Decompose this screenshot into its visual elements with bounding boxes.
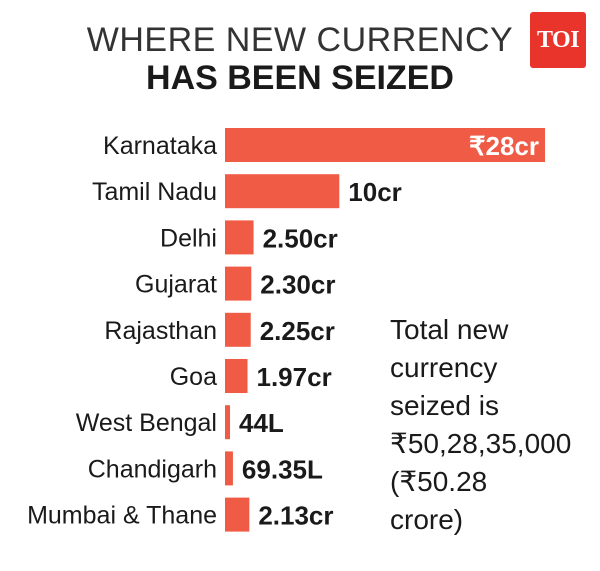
value-label-gujarat: 2.30cr xyxy=(260,270,335,300)
bar-west-bengal xyxy=(225,405,231,440)
category-label-delhi: Delhi xyxy=(160,224,217,252)
value-label-mumbai-thane: 2.13cr xyxy=(258,501,333,531)
value-label-delhi: 2.50cr xyxy=(263,223,338,253)
bar-delhi xyxy=(225,220,254,255)
bar-gujarat xyxy=(225,266,252,301)
value-label-tamil-nadu: 10cr xyxy=(348,177,402,207)
category-label-mumbai-thane: Mumbai & Thane xyxy=(27,502,217,530)
category-label-goa: Goa xyxy=(170,363,217,391)
bar-karnataka xyxy=(225,128,545,162)
toi-logo: TOI xyxy=(530,12,586,68)
annotation-line: Total new xyxy=(390,314,509,345)
value-label-west-bengal: 44L xyxy=(239,408,284,438)
bar-chandigarh xyxy=(225,451,233,486)
annotation-line: ₹50,28,35,000 xyxy=(390,428,572,459)
value-label-goa: 1.97cr xyxy=(257,362,332,392)
category-label-rajasthan: Rajasthan xyxy=(104,317,217,345)
value-label-rajasthan: 2.25cr xyxy=(260,316,335,346)
bar-tamil-nadu xyxy=(225,174,340,209)
annotation-line: (₹50.28 xyxy=(390,466,488,497)
category-label-chandigarh: Chandigarh xyxy=(88,455,217,483)
chart-title-line1: WHERE NEW CURRENCY xyxy=(86,21,514,59)
category-label-tamil-nadu: Tamil Nadu xyxy=(92,178,217,206)
annotation-line: crore) xyxy=(390,504,464,535)
bar-rajasthan xyxy=(225,312,251,347)
annotation-line: currency xyxy=(390,352,498,383)
annotation-line: seized is xyxy=(390,390,499,421)
value-label-karnataka: ₹28cr xyxy=(469,131,539,161)
value-label-chandigarh: 69.35L xyxy=(242,454,323,484)
total-annotation: Total new currency seized is ₹50,28,35,000 (… xyxy=(390,311,600,539)
bar-goa xyxy=(225,359,248,393)
category-label-west-bengal: West Bengal xyxy=(76,409,217,437)
category-label-gujarat: Gujarat xyxy=(135,271,217,299)
category-label-karnataka: Karnataka xyxy=(103,132,217,160)
chart-title-line2: HAS BEEN SEIZED xyxy=(146,59,454,97)
bar-mumbai-thane xyxy=(225,497,250,532)
